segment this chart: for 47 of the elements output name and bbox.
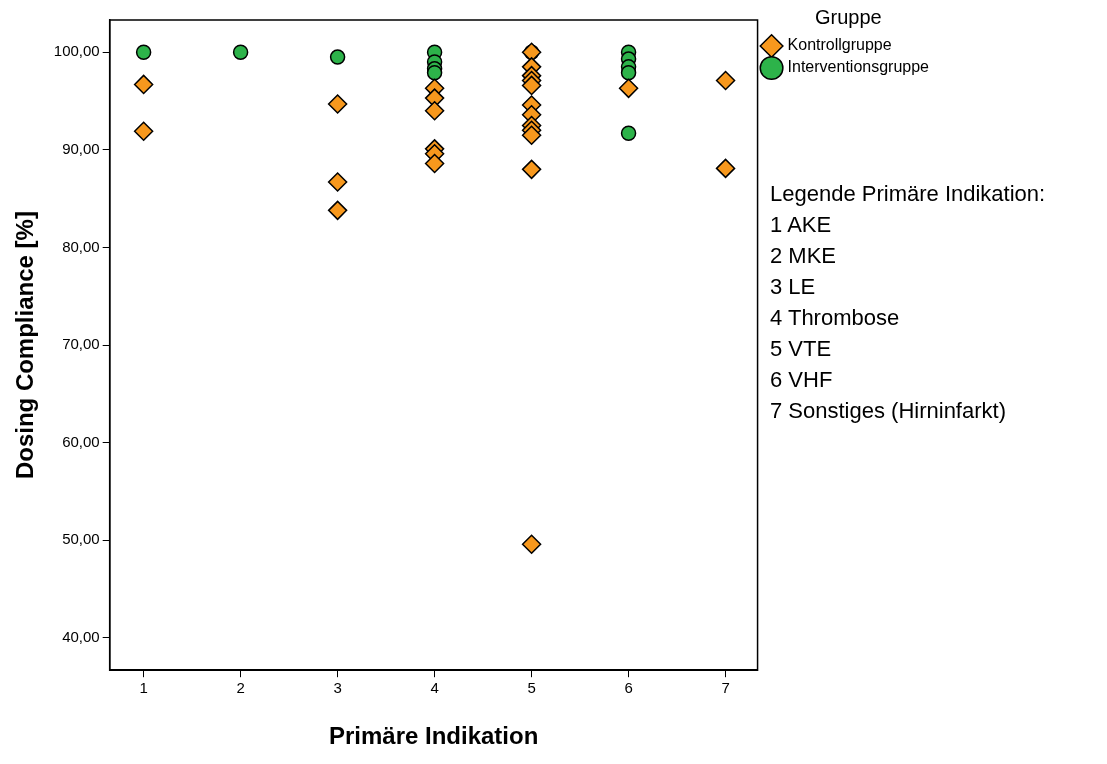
point xyxy=(426,64,443,81)
x-tick-label: 3 xyxy=(333,679,342,697)
y-tick-label: 50,00 xyxy=(62,530,100,548)
point xyxy=(329,49,346,65)
x-tick-label: 2 xyxy=(236,679,245,697)
point xyxy=(521,125,542,145)
text: 5 VTE xyxy=(770,335,833,363)
y-tick-label: 60,00 xyxy=(62,432,100,450)
text: 3 LE xyxy=(770,273,817,301)
y-tick-label: 70,00 xyxy=(62,335,100,353)
x-tick-label: 6 xyxy=(624,679,633,697)
legend-label: Interventionsgruppe xyxy=(787,58,930,76)
y-tick-label: 40,00 xyxy=(62,628,100,646)
point xyxy=(424,153,445,174)
text: 1 AKE xyxy=(770,211,833,239)
y-axis-title: Dosing Compliance [%] xyxy=(11,211,39,480)
point xyxy=(327,94,348,114)
text: 4 Thrombose xyxy=(770,304,901,332)
point xyxy=(620,64,637,81)
point xyxy=(521,159,542,180)
point xyxy=(618,78,639,99)
y-tick-label: 90,00 xyxy=(62,139,100,157)
text: Legende Primäre Indikation: xyxy=(770,180,1046,208)
x-tick-label: 7 xyxy=(721,679,730,697)
x-axis-title: Primäre Indikation xyxy=(328,722,539,750)
legend-label: Kontrollgruppe xyxy=(787,36,892,54)
point xyxy=(232,44,249,60)
point xyxy=(521,534,542,555)
text: 6 VHF xyxy=(770,366,834,394)
point xyxy=(327,172,348,192)
legend-title: Gruppe xyxy=(814,5,882,28)
y-tick-label: 100,00 xyxy=(53,42,100,60)
text: 2 MKE xyxy=(770,242,838,270)
point xyxy=(327,200,348,221)
text: 7 Sonstiges (Hirninfarkt) xyxy=(770,397,1007,425)
point xyxy=(424,101,445,121)
point xyxy=(133,121,154,142)
point xyxy=(715,70,736,91)
y-tick-label: 80,00 xyxy=(62,237,100,255)
point xyxy=(715,158,736,179)
x-tick-label: 4 xyxy=(430,679,439,697)
point xyxy=(521,75,542,96)
point xyxy=(620,125,637,141)
x-tick-label: 5 xyxy=(527,679,536,697)
x-tick-label: 1 xyxy=(139,679,148,697)
point xyxy=(135,44,152,60)
point xyxy=(133,74,154,95)
